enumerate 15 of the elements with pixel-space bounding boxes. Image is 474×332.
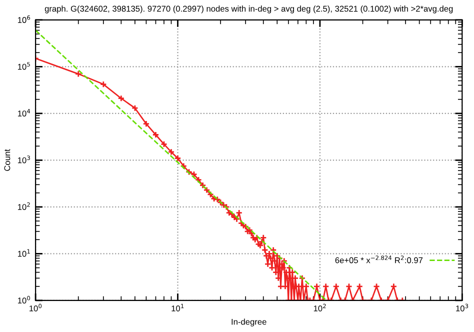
- y-tick-label: 10$^{6}$: [18, 15, 30, 23]
- y-tick-label: 10$^{4}$: [18, 108, 30, 116]
- y-tick-label: 10$^{1}$: [18, 249, 30, 257]
- x-axis-title: In-degree: [232, 318, 266, 326]
- y-tick-label: 10$^{3}$: [18, 156, 30, 164]
- y-tick-label: 10$^{0}$: [18, 296, 30, 304]
- legend-label: 6e+05 * x$^{−2.824}$ R$^{2}$:0.97: [335, 256, 423, 264]
- x-tick-label: 10$^{0}$: [30, 304, 42, 312]
- y-tick-label: 10$^{5}$: [18, 62, 30, 70]
- x-tick-label: 10$^{3}$: [456, 304, 468, 312]
- chart-title: graph. G(324602, 398135). 97270 (0.2997) nodes with in-deg > avg deg (2.5), 32521 (0.1002) with >2*avg.deg: [44, 6, 453, 14]
- x-tick-label: 10$^{2}$: [314, 304, 326, 312]
- y-axis-title: Count: [4, 149, 10, 171]
- x-tick-label: 10$^{1}$: [172, 304, 184, 312]
- y-tick-label: 10$^{2}$: [18, 202, 30, 210]
